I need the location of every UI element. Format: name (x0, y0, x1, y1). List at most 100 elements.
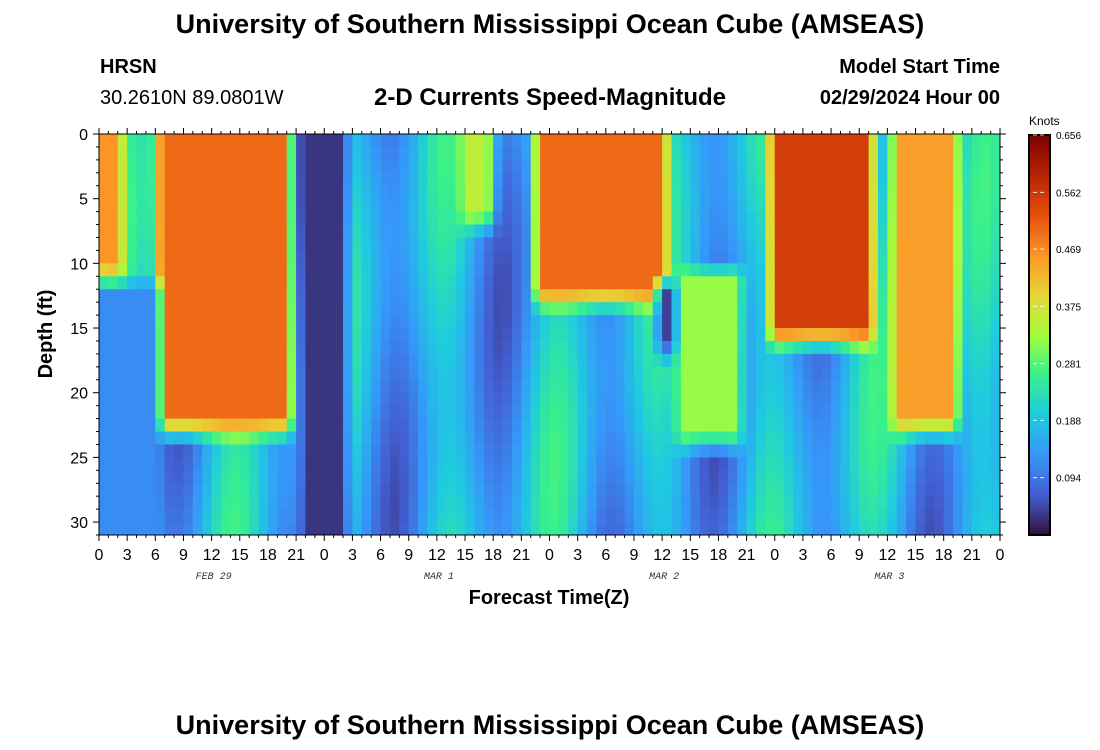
heatmap-cell (934, 340, 945, 355)
heatmap-cell (427, 159, 438, 174)
heatmap-cell (408, 392, 419, 407)
heatmap-cell (746, 509, 757, 523)
heatmap-cell (314, 237, 325, 251)
colorbar-segment (1029, 168, 1050, 173)
heatmap-cell (521, 522, 532, 536)
heatmap-cell (652, 457, 663, 471)
heatmap-cell (145, 522, 156, 536)
colorbar-segment (1029, 278, 1050, 283)
heatmap-cell (868, 198, 879, 213)
heatmap-cell (296, 224, 306, 238)
heatmap-cell (333, 211, 344, 225)
heatmap-cell (296, 263, 306, 277)
heatmap-cell (755, 134, 766, 148)
heatmap-cell (296, 159, 306, 174)
heatmap-cell (145, 392, 156, 407)
heatmap-cell (436, 366, 447, 381)
heatmap-cell (221, 483, 231, 497)
heatmap-cell (633, 172, 644, 187)
heatmap-cell (831, 328, 841, 342)
heatmap-cell (286, 237, 297, 251)
colorbar-segment (1029, 298, 1050, 303)
heatmap-cell (530, 185, 541, 200)
heatmap-cell (896, 172, 907, 187)
heatmap-cell (258, 185, 269, 200)
heatmap-cell (493, 405, 503, 419)
heatmap-cell (145, 496, 156, 510)
heatmap-cell (990, 522, 1001, 536)
heatmap-cell (868, 134, 879, 148)
heatmap-cell (896, 392, 907, 407)
heatmap-cell (371, 366, 381, 381)
heatmap-cell (709, 159, 719, 174)
heatmap-cell (249, 315, 259, 329)
heatmap-cell (962, 172, 973, 187)
heatmap-cell (296, 302, 306, 316)
heatmap-cell (324, 405, 335, 419)
heatmap-cell (831, 457, 841, 471)
heatmap-cell (371, 146, 381, 161)
heatmap-cell (558, 159, 569, 174)
heatmap-cell (643, 483, 654, 497)
heatmap-cell (831, 431, 841, 445)
heatmap-cell (793, 522, 804, 536)
heatmap-cell (615, 302, 625, 316)
heatmap-cell (953, 146, 963, 161)
heatmap-cell (99, 237, 109, 251)
heatmap-cell (793, 392, 804, 407)
heatmap-cell (371, 211, 381, 225)
colorbar-segment (1029, 378, 1050, 383)
heatmap-cell (521, 483, 532, 497)
heatmap-cell (549, 134, 560, 148)
heatmap-cell (145, 418, 156, 432)
heatmap-cell (587, 211, 597, 225)
heatmap-cell (389, 509, 400, 523)
heatmap-cell (258, 379, 269, 394)
heatmap-cell (587, 340, 597, 355)
heatmap-cell (971, 224, 982, 238)
heatmap-cell (737, 159, 747, 174)
heatmap-cell (408, 496, 419, 510)
colorbar-segment (1029, 315, 1050, 319)
heatmap-cell (709, 224, 719, 238)
colorbar-segment (1029, 188, 1050, 193)
heatmap-cell (690, 159, 701, 174)
heatmap-cell (371, 444, 381, 458)
heatmap-cell (962, 366, 973, 381)
heatmap-cell (793, 276, 804, 290)
heatmap-cell (680, 263, 691, 277)
heatmap-cell (333, 198, 344, 213)
heatmap-cell (887, 146, 898, 161)
heatmap-cell (380, 263, 391, 277)
heatmap-cell (399, 211, 410, 225)
heatmap-cell (493, 315, 503, 329)
heatmap-cell (990, 340, 1001, 355)
heatmap-cell (727, 392, 738, 407)
heatmap-cell (643, 315, 654, 329)
heatmap-cell (296, 250, 306, 264)
heatmap-cell (774, 198, 785, 213)
heatmap-cell (371, 522, 381, 536)
heatmap-cell (943, 509, 954, 523)
heatmap-cell (709, 289, 719, 303)
heatmap-cell (652, 172, 663, 187)
heatmap-cell (530, 379, 541, 394)
heatmap-cell (605, 405, 616, 419)
heatmap-cell (305, 340, 316, 355)
heatmap-cell (962, 276, 973, 290)
heatmap-cell (737, 353, 747, 368)
heatmap-cell (127, 366, 137, 381)
heatmap-cell (662, 263, 672, 277)
heatmap-cell (990, 457, 1001, 471)
heatmap-cell (680, 211, 691, 225)
heatmap-cell (877, 431, 888, 445)
heatmap-cell (249, 134, 259, 148)
heatmap-cell (615, 185, 625, 200)
heatmap-cell (568, 366, 579, 381)
heatmap-cell (784, 302, 794, 316)
heatmap-cell (821, 522, 832, 536)
heatmap-cell (127, 328, 137, 342)
heatmap-cell (877, 315, 888, 329)
heatmap-cell (465, 496, 475, 510)
heatmap-cell (755, 483, 766, 497)
